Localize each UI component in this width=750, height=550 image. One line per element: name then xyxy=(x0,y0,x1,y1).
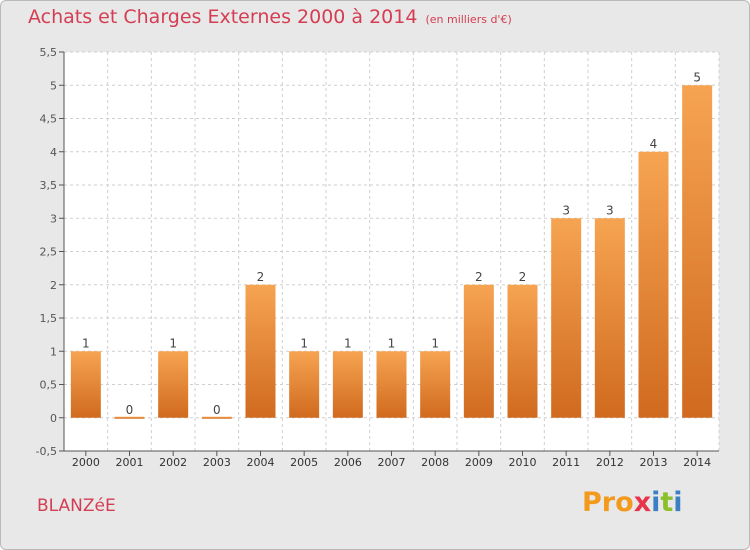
bar-2005 xyxy=(289,351,320,418)
bar-2008 xyxy=(420,351,451,418)
chart-title: Achats et Charges Externes 2000 à 2014 xyxy=(28,6,418,28)
x-tick-label: 2001 xyxy=(116,456,144,469)
commune-name: BLANZéE xyxy=(37,496,116,516)
bar-2012 xyxy=(594,218,625,418)
data-label: 0 xyxy=(126,403,134,417)
data-label: 3 xyxy=(606,203,614,217)
y-tick-label: 1 xyxy=(50,345,57,358)
x-tick-label: 2003 xyxy=(203,456,231,469)
x-tick-label: 2013 xyxy=(640,456,668,469)
y-tick-label: 1,5 xyxy=(40,312,58,325)
y-tick-label: 2,5 xyxy=(40,246,58,259)
y-tick-label: -0,5 xyxy=(36,445,57,458)
data-label: 2 xyxy=(257,270,265,284)
bar-2010 xyxy=(507,284,538,418)
bar-2001 xyxy=(114,416,145,419)
y-tick-label: 2 xyxy=(50,279,57,292)
data-label: 1 xyxy=(431,336,439,350)
data-label: 1 xyxy=(300,336,308,350)
bar-2004 xyxy=(245,284,276,418)
data-label: 1 xyxy=(388,336,396,350)
y-tick-label: 0,5 xyxy=(40,379,58,392)
x-tick-label: 2009 xyxy=(465,456,493,469)
x-tick-label: 2014 xyxy=(683,456,711,469)
data-label: 1 xyxy=(344,336,352,350)
bar-2009 xyxy=(463,284,494,418)
y-tick-label: 3,5 xyxy=(40,179,58,192)
data-label: 5 xyxy=(693,70,701,84)
x-tick-label: 2005 xyxy=(290,456,318,469)
chart-subtitle: (en milliers d'€) xyxy=(425,13,512,26)
bar-2007 xyxy=(376,351,407,418)
y-tick-label: 5 xyxy=(50,79,57,92)
x-tick-label: 2011 xyxy=(552,456,580,469)
data-label: 1 xyxy=(82,336,90,350)
bar-2011 xyxy=(551,218,582,418)
data-label: 1 xyxy=(169,336,177,350)
data-label: 0 xyxy=(213,403,221,417)
bar-2003 xyxy=(201,416,232,419)
x-tick-label: 2010 xyxy=(509,456,537,469)
bar-2013 xyxy=(638,151,669,418)
proxiti-logo: Proxiti xyxy=(582,487,683,518)
bar-2000 xyxy=(70,351,101,418)
bar-2014 xyxy=(682,85,713,418)
data-label: 4 xyxy=(650,137,658,151)
x-tick-label: 2006 xyxy=(334,456,362,469)
y-tick-label: 3 xyxy=(50,212,57,225)
bar-2002 xyxy=(158,351,189,418)
y-tick-label: 0 xyxy=(50,412,57,425)
data-label: 2 xyxy=(475,270,483,284)
data-label: 2 xyxy=(519,270,527,284)
x-tick-label: 2002 xyxy=(159,456,187,469)
data-label: 3 xyxy=(562,203,570,217)
y-tick-label: 4,5 xyxy=(40,113,58,126)
x-tick-label: 2007 xyxy=(378,456,406,469)
bar-2006 xyxy=(332,351,363,418)
chart-title-row: Achats et Charges Externes 2000 à 2014 (e… xyxy=(28,6,512,28)
y-tick-label: 5,5 xyxy=(40,46,58,59)
x-tick-label: 2004 xyxy=(247,456,275,469)
x-tick-label: 2012 xyxy=(596,456,624,469)
x-tick-label: 2000 xyxy=(72,456,100,469)
y-tick-label: 4 xyxy=(50,146,57,159)
x-tick-label: 2008 xyxy=(421,456,449,469)
